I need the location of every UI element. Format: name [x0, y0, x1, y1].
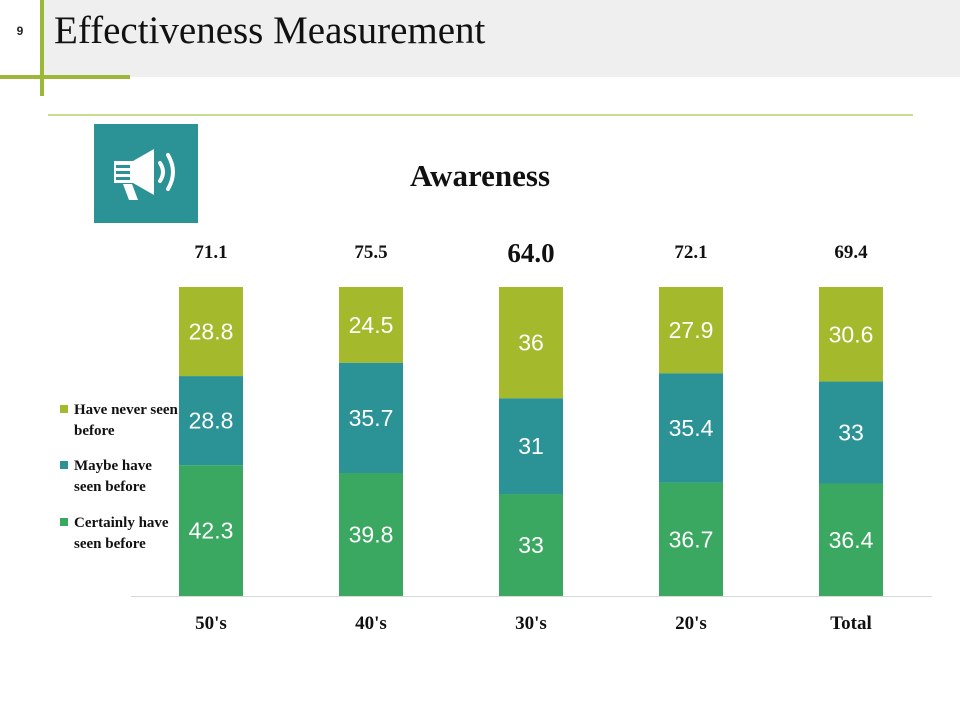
bar-segment-maybe — [179, 376, 243, 466]
bar-segment-maybe — [499, 398, 563, 495]
x-tick-label: 20's — [675, 613, 707, 634]
legend-label-certainly: Certainly have seen before — [74, 515, 169, 552]
x-tick-label: 40's — [355, 613, 387, 634]
legend-swatch-maybe — [60, 461, 68, 469]
bar-segment-never — [179, 287, 243, 377]
data-label-maybe: 33 — [838, 420, 864, 446]
chart-legend: Have never seen before Maybe have seen b… — [60, 400, 180, 555]
data-label-certainly: 36.4 — [829, 527, 874, 553]
chart-title: Awareness — [409, 158, 551, 193]
data-label-never: 24.5 — [349, 312, 394, 338]
data-label-never: 36 — [518, 330, 544, 356]
bar-segment-never — [499, 287, 563, 399]
total-label: 75.5 — [354, 242, 387, 263]
data-label-certainly: 42.3 — [189, 518, 234, 544]
bar-segment-never — [659, 287, 723, 374]
x-tick-label: 50's — [195, 613, 227, 634]
slide-number: 9 — [16, 24, 24, 38]
total-label: 72.1 — [674, 242, 707, 263]
accent-vertical-bar — [40, 0, 44, 96]
data-label-certainly: 39.8 — [349, 522, 394, 548]
header-band — [0, 0, 960, 77]
icon-tile — [94, 124, 198, 223]
title-divider — [48, 114, 913, 116]
legend-swatch-never — [60, 405, 68, 413]
x-tick-label: 30's — [515, 613, 547, 634]
total-label: 64.0 — [507, 238, 554, 268]
legend-item-certainly: Certainly have seen before — [60, 513, 180, 555]
bar-segment-certainly — [499, 494, 563, 596]
data-label-never: 30.6 — [829, 321, 874, 347]
data-label-never: 27.9 — [669, 317, 714, 343]
legend-item-never: Have never seen before — [60, 400, 180, 442]
data-label-maybe: 35.7 — [349, 405, 394, 431]
legend-swatch-certainly — [60, 518, 68, 526]
data-label-maybe: 28.8 — [189, 408, 234, 434]
bar-segment-certainly — [659, 482, 723, 596]
bar-segment-certainly — [339, 473, 403, 596]
data-label-never: 28.8 — [189, 319, 234, 345]
slide-number-box: 9 — [0, 0, 40, 77]
data-label-certainly: 36.7 — [669, 526, 714, 552]
bar-segment-never — [819, 287, 883, 382]
data-label-certainly: 33 — [518, 532, 544, 558]
total-label: 71.1 — [194, 242, 227, 263]
data-label-maybe: 31 — [518, 433, 544, 459]
legend-label-never: Have never seen before — [74, 402, 178, 439]
total-label: 69.4 — [834, 242, 868, 263]
bar-segment-maybe — [339, 362, 403, 474]
legend-item-maybe: Maybe have seen before — [60, 442, 180, 513]
bar-segment-certainly — [179, 465, 243, 596]
bar-segment-never — [339, 287, 403, 363]
bar-segment-certainly — [819, 483, 883, 596]
data-label-maybe: 35.4 — [669, 415, 714, 441]
bar-segment-maybe — [819, 381, 883, 484]
page-title: Effectiveness Measurement — [54, 9, 486, 52]
bar-segment-maybe — [659, 373, 723, 483]
x-tick-label: Total — [830, 613, 872, 634]
megaphone-icon — [114, 149, 175, 200]
legend-label-maybe: Maybe have seen before — [74, 458, 152, 495]
accent-horizontal-bar — [0, 75, 130, 79]
